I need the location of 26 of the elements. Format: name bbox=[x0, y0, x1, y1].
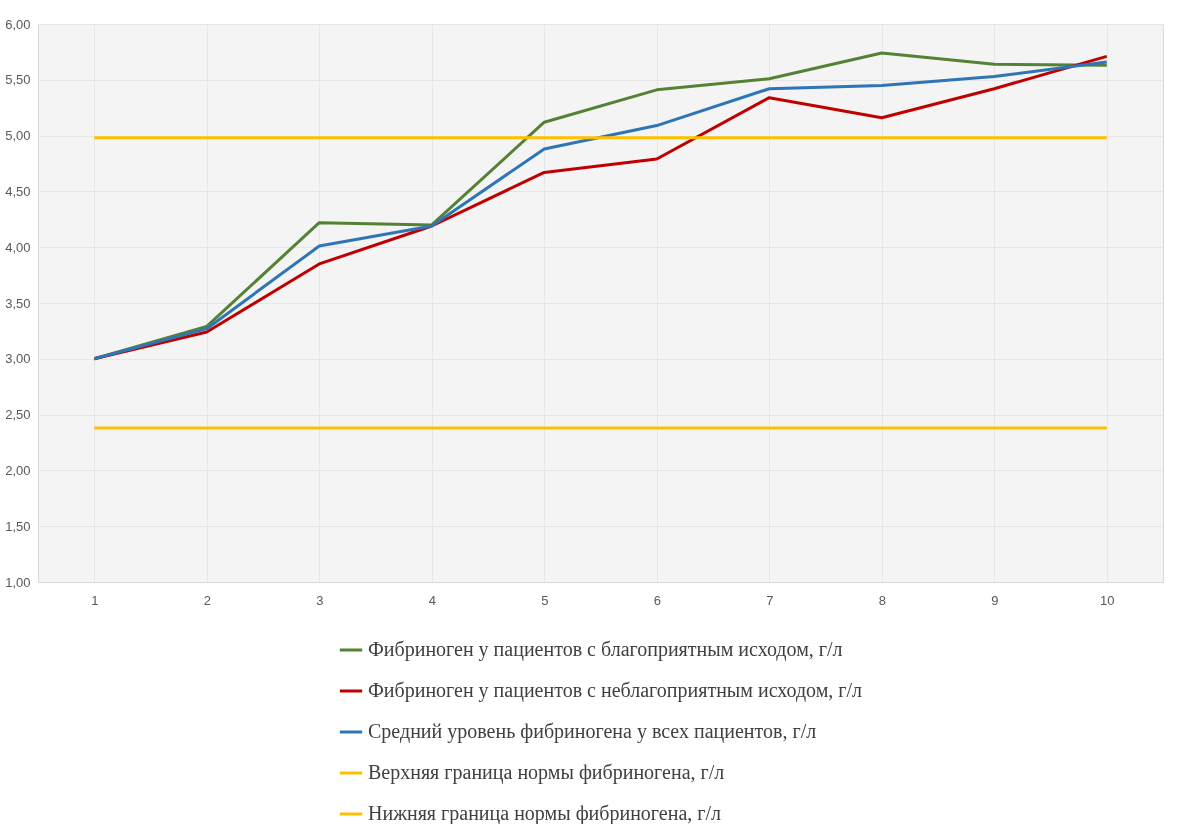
x-tick-label: 5 bbox=[541, 592, 549, 608]
legend-label: Нижняя граница нормы фибриногена, г/л bbox=[368, 802, 722, 825]
x-tick-label: 7 bbox=[766, 592, 774, 608]
x-tick-label: 10 bbox=[1100, 592, 1115, 608]
legend-label: Фибриноген у пациентов с неблагоприятным исходом, г/л bbox=[368, 679, 863, 702]
x-tick-label: 9 bbox=[991, 592, 999, 608]
x-tick-label: 6 bbox=[653, 592, 661, 608]
y-tick-label: 1,50 bbox=[5, 518, 31, 534]
y-tick-label: 5,50 bbox=[5, 72, 31, 88]
x-tick-label: 3 bbox=[316, 592, 324, 608]
y-tick-label: 2,50 bbox=[5, 407, 31, 423]
y-tick-label: 3,50 bbox=[5, 295, 31, 311]
x-tick-label: 2 bbox=[203, 592, 211, 608]
x-tick-label: 1 bbox=[91, 592, 99, 608]
y-tick-label: 4,50 bbox=[5, 183, 31, 199]
y-tick-label: 2,00 bbox=[5, 462, 31, 478]
legend-label: Верхняя граница нормы фибриногена, г/л bbox=[368, 761, 725, 784]
y-tick-label: 6,00 bbox=[5, 16, 31, 32]
x-tick-label: 4 bbox=[428, 592, 436, 608]
y-tick-label: 5,00 bbox=[5, 128, 31, 144]
legend-label: Фибриноген у пациентов с благоприятным исходом, г/л bbox=[368, 638, 843, 661]
x-tick-label: 8 bbox=[878, 592, 886, 608]
y-tick-label: 4,00 bbox=[5, 239, 31, 255]
y-tick-label: 3,00 bbox=[5, 351, 31, 367]
legend-label: Средний уровень фибриногена у всех пациентов, г/л bbox=[368, 720, 817, 743]
y-tick-label: 1,00 bbox=[5, 574, 31, 590]
